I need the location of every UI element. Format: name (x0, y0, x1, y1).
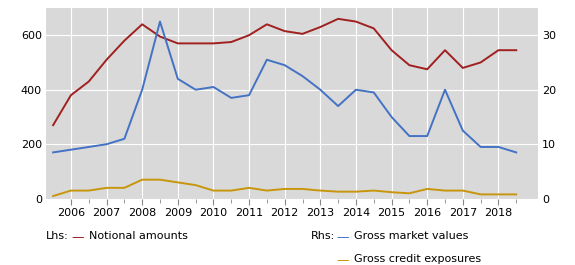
Text: —: — (336, 231, 349, 244)
Text: Lhs:: Lhs: (46, 231, 69, 241)
Text: Gross credit exposures: Gross credit exposures (354, 254, 481, 264)
Text: —: — (336, 254, 349, 265)
Text: Rhs:: Rhs: (310, 231, 335, 241)
Text: Notional amounts: Notional amounts (89, 231, 188, 241)
Text: —: — (72, 231, 85, 244)
Text: Gross market values: Gross market values (354, 231, 468, 241)
